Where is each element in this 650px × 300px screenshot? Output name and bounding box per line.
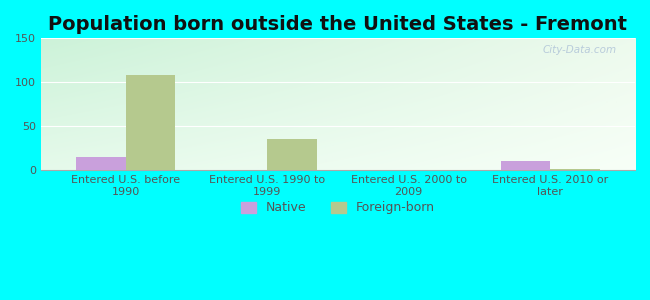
Legend: Native, Foreign-born: Native, Foreign-born xyxy=(235,196,440,219)
Bar xyxy=(500,161,550,170)
Title: Population born outside the United States - Fremont: Population born outside the United State… xyxy=(49,15,627,34)
Bar xyxy=(267,139,317,170)
Bar xyxy=(550,169,600,170)
Text: City-Data.com: City-Data.com xyxy=(543,45,618,55)
Bar xyxy=(125,75,176,170)
Bar xyxy=(76,157,125,170)
